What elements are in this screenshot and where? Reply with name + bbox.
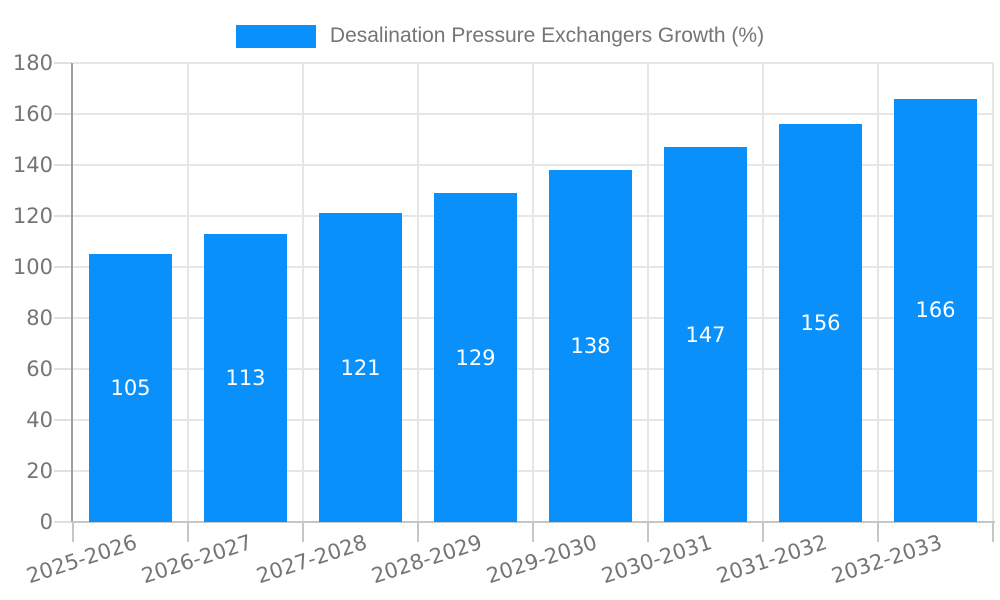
y-axis-line	[71, 63, 73, 522]
y-tick-label: 40	[26, 408, 53, 432]
x-axis-tick	[302, 522, 304, 542]
y-tick-label: 60	[26, 357, 53, 381]
bar	[894, 98, 977, 522]
y-tick-label: 20	[26, 459, 53, 483]
legend: Desalination Pressure Exchangers Growth …	[0, 23, 1000, 49]
x-axis-tick	[417, 522, 419, 542]
bar	[549, 170, 632, 522]
x-tick-label: 2032-2033	[828, 530, 945, 589]
bar-value-label: 113	[225, 365, 266, 390]
y-axis-tick	[54, 419, 72, 421]
y-tick-label: 180	[12, 51, 53, 75]
gridline-vertical	[762, 63, 764, 522]
x-tick-label: 2031-2032	[713, 530, 830, 589]
gridline-vertical	[877, 63, 879, 522]
x-axis-tick	[992, 522, 994, 542]
y-axis-tick	[54, 113, 72, 115]
gridline-vertical	[532, 63, 534, 522]
x-tick-label: 2028-2029	[368, 530, 485, 589]
bar	[664, 147, 747, 522]
x-axis-tick	[72, 522, 74, 542]
x-tick-label: 2025-2026	[23, 530, 140, 589]
gridline-vertical	[992, 63, 994, 522]
bar	[779, 124, 862, 522]
gridline-vertical	[417, 63, 419, 522]
x-axis-tick	[877, 522, 879, 542]
y-axis-tick	[54, 215, 72, 217]
x-axis-tick	[532, 522, 534, 542]
chart-title: Desalination Pressure Exchangers Growth …	[329, 24, 765, 47]
y-axis-tick	[54, 521, 72, 523]
x-tick-label: 2029-2030	[483, 530, 600, 589]
bar-value-label: 147	[685, 322, 726, 347]
legend-swatch	[235, 24, 316, 48]
y-axis-tick	[54, 266, 72, 268]
bar-value-label: 121	[340, 355, 381, 380]
bar-value-label: 166	[915, 298, 956, 323]
y-tick-label: 80	[26, 306, 53, 330]
bar	[204, 233, 287, 522]
y-axis-tick	[54, 62, 72, 64]
x-axis-tick	[762, 522, 764, 542]
bar	[319, 213, 402, 522]
bar	[434, 193, 517, 522]
y-axis-tick	[54, 368, 72, 370]
x-axis-tick	[187, 522, 189, 542]
gridline-vertical	[187, 63, 189, 522]
gridline-vertical	[647, 63, 649, 522]
bar-value-label: 129	[455, 345, 496, 370]
y-tick-label: 100	[12, 255, 53, 279]
y-axis-tick	[54, 470, 72, 472]
bar-value-label: 156	[800, 311, 841, 336]
x-tick-label: 2030-2031	[598, 530, 715, 589]
bar-value-label: 138	[570, 334, 611, 359]
y-tick-label: 140	[12, 153, 53, 177]
y-tick-label: 120	[12, 204, 53, 228]
y-axis-tick	[54, 317, 72, 319]
y-axis-tick	[54, 164, 72, 166]
x-axis-line	[71, 521, 995, 523]
x-axis-tick	[647, 522, 649, 542]
gridline-vertical	[302, 63, 304, 522]
x-tick-label: 2027-2028	[253, 530, 370, 589]
y-tick-label: 0	[39, 510, 53, 534]
bar-value-label: 105	[110, 376, 151, 401]
y-tick-label: 160	[12, 102, 53, 126]
x-tick-label: 2026-2027	[138, 530, 255, 589]
bar	[89, 254, 172, 522]
